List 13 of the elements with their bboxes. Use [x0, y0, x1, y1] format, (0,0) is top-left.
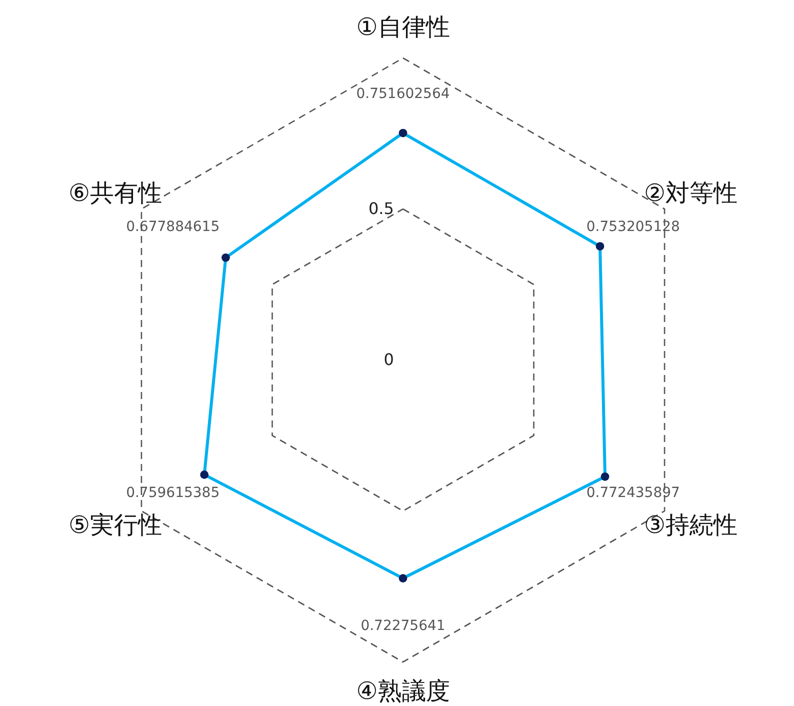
spoke-label: ③持続性	[644, 511, 738, 540]
data-label: 0.772435897	[586, 484, 680, 501]
spoke-label: ①自律性	[356, 12, 450, 41]
data-label: 0.753205128	[586, 219, 680, 236]
spoke-label: ⑥共有性	[68, 178, 162, 207]
spoke-label: ⑤実行性	[68, 511, 162, 540]
y-tick-label: 0.5	[368, 199, 394, 218]
spoke-label: ④熟議度	[356, 677, 450, 706]
data-label: 0.72275641	[360, 618, 446, 634]
data-label: 0.751602564	[356, 86, 450, 102]
y-tick-label: 0	[384, 350, 394, 369]
spoke-label: ②対等性	[644, 178, 738, 207]
data-label: 0.759615385	[126, 484, 220, 501]
